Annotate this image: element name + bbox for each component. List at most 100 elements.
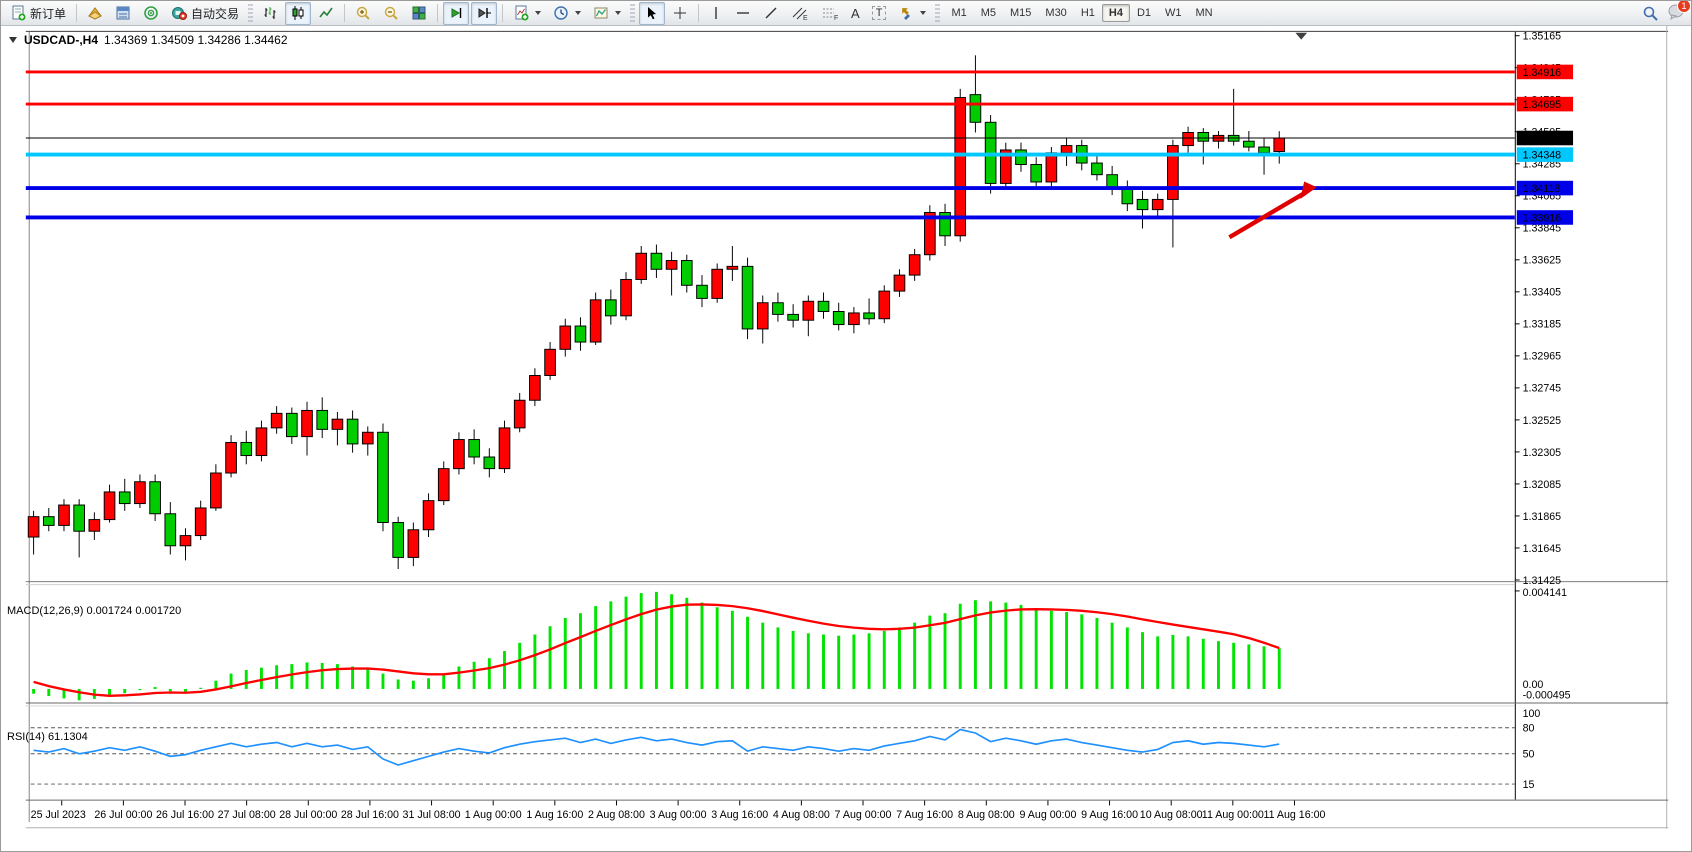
separator (437, 4, 439, 22)
macd-axis-zero: 0.00 (1523, 679, 1544, 691)
timeframe-h4[interactable]: H4 (1101, 4, 1130, 22)
macd-histogram-bar (1217, 641, 1220, 689)
rsi-axis-label: 80 (1523, 723, 1535, 735)
market-watch-button[interactable] (110, 2, 136, 25)
price-level-label: 1.34916 (1523, 67, 1562, 79)
candle (149, 481, 161, 515)
chart-shift-marker[interactable] (1295, 32, 1308, 40)
price-tick-label: 1.33625 (1523, 255, 1562, 267)
macd-histogram-bar (1277, 648, 1281, 689)
auto-scroll-button[interactable] (443, 1, 470, 25)
candle (134, 481, 146, 505)
timeframe-m5[interactable]: M5 (980, 7, 996, 19)
timeframe-h1[interactable]: H1 (1080, 7, 1095, 19)
candle (118, 491, 131, 505)
equidistant-channel-button[interactable]: E (786, 2, 814, 25)
candle (620, 278, 632, 317)
templates-button[interactable] (588, 2, 626, 25)
candle (88, 519, 101, 532)
fibonacci-button[interactable]: F (816, 2, 844, 25)
search-icon[interactable] (1642, 5, 1659, 22)
timeframe-m1[interactable]: M1 (951, 7, 967, 19)
text-button[interactable]: A (846, 2, 865, 25)
clock-icon (554, 6, 568, 20)
cursor-button[interactable] (639, 1, 666, 25)
candlestick-chart-button[interactable] (285, 1, 312, 25)
chart-profiles-button[interactable] (82, 2, 108, 25)
zoom-in-button[interactable] (350, 2, 376, 25)
periods-button[interactable] (548, 2, 586, 25)
separator (502, 4, 504, 22)
notifications-button[interactable]: 1 (1667, 1, 1691, 23)
price-tick-label: 1.32525 (1523, 415, 1562, 427)
tile-windows-button[interactable] (406, 2, 432, 25)
candle (924, 212, 936, 256)
arrows-button[interactable] (893, 2, 931, 25)
macd-histogram-bar (1034, 608, 1038, 689)
macd-histogram-bar (973, 600, 977, 689)
chart-canvas[interactable]: 1.351651.349451.347251.345051.342851.340… (1, 26, 1692, 852)
trend-arrow[interactable] (1228, 190, 1308, 240)
macd-histogram-bar (715, 607, 719, 689)
macd-histogram-bar (472, 661, 476, 689)
candle (802, 300, 815, 321)
candle (832, 310, 845, 326)
macd-histogram-bar (746, 616, 750, 689)
line-chart-button[interactable] (313, 2, 339, 25)
macd-histogram-bar (229, 673, 233, 689)
macd-histogram-bar (579, 613, 582, 689)
macd-signal-line (33, 603, 1280, 697)
candle (179, 535, 192, 547)
rsi-indicator-label: RSI(14) 61.1304 (7, 731, 88, 743)
timeframe-m15[interactable]: M15 (1010, 7, 1032, 19)
macd-histogram-bar (335, 664, 339, 689)
new-order-button[interactable]: 新订单 (5, 2, 71, 25)
timeframe-m30[interactable]: M30 (1045, 7, 1067, 19)
toolbar-grip[interactable] (630, 4, 636, 22)
toolbar-grip[interactable] (935, 4, 941, 22)
separator (698, 4, 700, 22)
auto-trading-button[interactable]: 自动交易 (166, 2, 244, 25)
bar-chart-button[interactable] (257, 2, 283, 25)
zoom-out-button[interactable] (378, 2, 404, 25)
macd-histogram-bar (199, 687, 203, 689)
macd-histogram-bar (1232, 642, 1236, 689)
text-label-button[interactable]: T (867, 2, 892, 25)
toolbar-grip[interactable] (248, 4, 254, 22)
candle (194, 507, 207, 537)
vertical-line-button[interactable] (704, 2, 728, 25)
data-window-button[interactable] (138, 2, 164, 25)
candle (772, 302, 784, 315)
macd-histogram-bar (351, 666, 355, 689)
macd-histogram-bar (108, 688, 111, 697)
price-tick-label: 1.32085 (1523, 479, 1562, 491)
macd-histogram-bar (503, 651, 506, 689)
horizontal-line-button[interactable] (730, 2, 756, 25)
svg-text:E: E (803, 15, 808, 21)
macd-histogram-bar (1125, 627, 1129, 689)
trendline-button[interactable] (758, 2, 784, 25)
price-tick-label: 1.33405 (1523, 287, 1562, 299)
candle (1136, 198, 1149, 211)
macd-histogram-bar (1019, 604, 1023, 689)
timeframe-d1[interactable]: D1 (1136, 7, 1151, 19)
macd-histogram-bar (670, 594, 674, 689)
info-collapse-icon[interactable] (9, 36, 18, 44)
macd-histogram-bar (609, 601, 613, 689)
indicators-button[interactable] (508, 2, 546, 25)
price-level-label: 1.34118 (1523, 183, 1561, 195)
candle (1167, 145, 1179, 200)
crosshair-icon (674, 7, 687, 19)
timeframe-w1[interactable]: W1 (1165, 7, 1182, 19)
time-tick-label: 2 Aug 08:00 (588, 809, 645, 821)
candle (270, 412, 283, 429)
time-tick-label: 8 Aug 08:00 (958, 809, 1015, 821)
chart-shift-button[interactable] (471, 1, 498, 25)
zoom-in-icon (356, 6, 370, 20)
market-watch-icon (116, 6, 130, 20)
new-order-label: 新订单 (30, 6, 67, 21)
candle (605, 299, 617, 317)
timeframe-mn[interactable]: MN (1195, 7, 1213, 19)
crosshair-button[interactable] (667, 2, 693, 25)
candle (574, 325, 587, 343)
